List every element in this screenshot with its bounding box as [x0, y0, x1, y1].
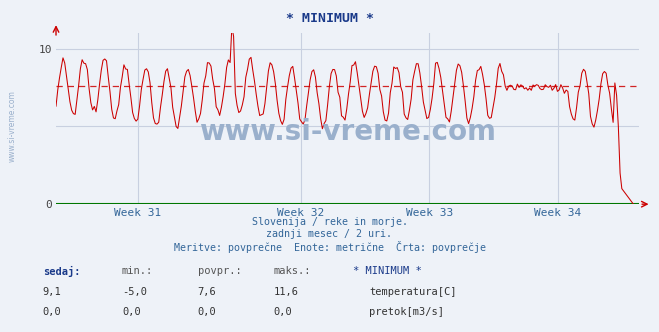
Text: * MINIMUM *: * MINIMUM *: [285, 12, 374, 25]
Text: zadnji mesec / 2 uri.: zadnji mesec / 2 uri.: [266, 229, 393, 239]
Text: min.:: min.:: [122, 266, 153, 276]
Text: 0,0: 0,0: [43, 307, 61, 317]
Text: 0,0: 0,0: [122, 307, 140, 317]
Text: povpr.:: povpr.:: [198, 266, 241, 276]
Text: 0,0: 0,0: [198, 307, 216, 317]
Text: * MINIMUM *: * MINIMUM *: [353, 266, 421, 276]
Text: 0,0: 0,0: [273, 307, 292, 317]
Text: Slovenija / reke in morje.: Slovenija / reke in morje.: [252, 217, 407, 227]
Text: Meritve: povprečne  Enote: metrične  Črta: povprečje: Meritve: povprečne Enote: metrične Črta:…: [173, 241, 486, 253]
Text: -5,0: -5,0: [122, 287, 147, 297]
Text: temperatura[C]: temperatura[C]: [369, 287, 457, 297]
Text: maks.:: maks.:: [273, 266, 311, 276]
Text: pretok[m3/s]: pretok[m3/s]: [369, 307, 444, 317]
Text: 9,1: 9,1: [43, 287, 61, 297]
Text: www.si-vreme.com: www.si-vreme.com: [199, 119, 496, 146]
Text: 7,6: 7,6: [198, 287, 216, 297]
Text: 11,6: 11,6: [273, 287, 299, 297]
Text: sedaj:: sedaj:: [43, 266, 80, 277]
Text: www.si-vreme.com: www.si-vreme.com: [8, 90, 17, 162]
